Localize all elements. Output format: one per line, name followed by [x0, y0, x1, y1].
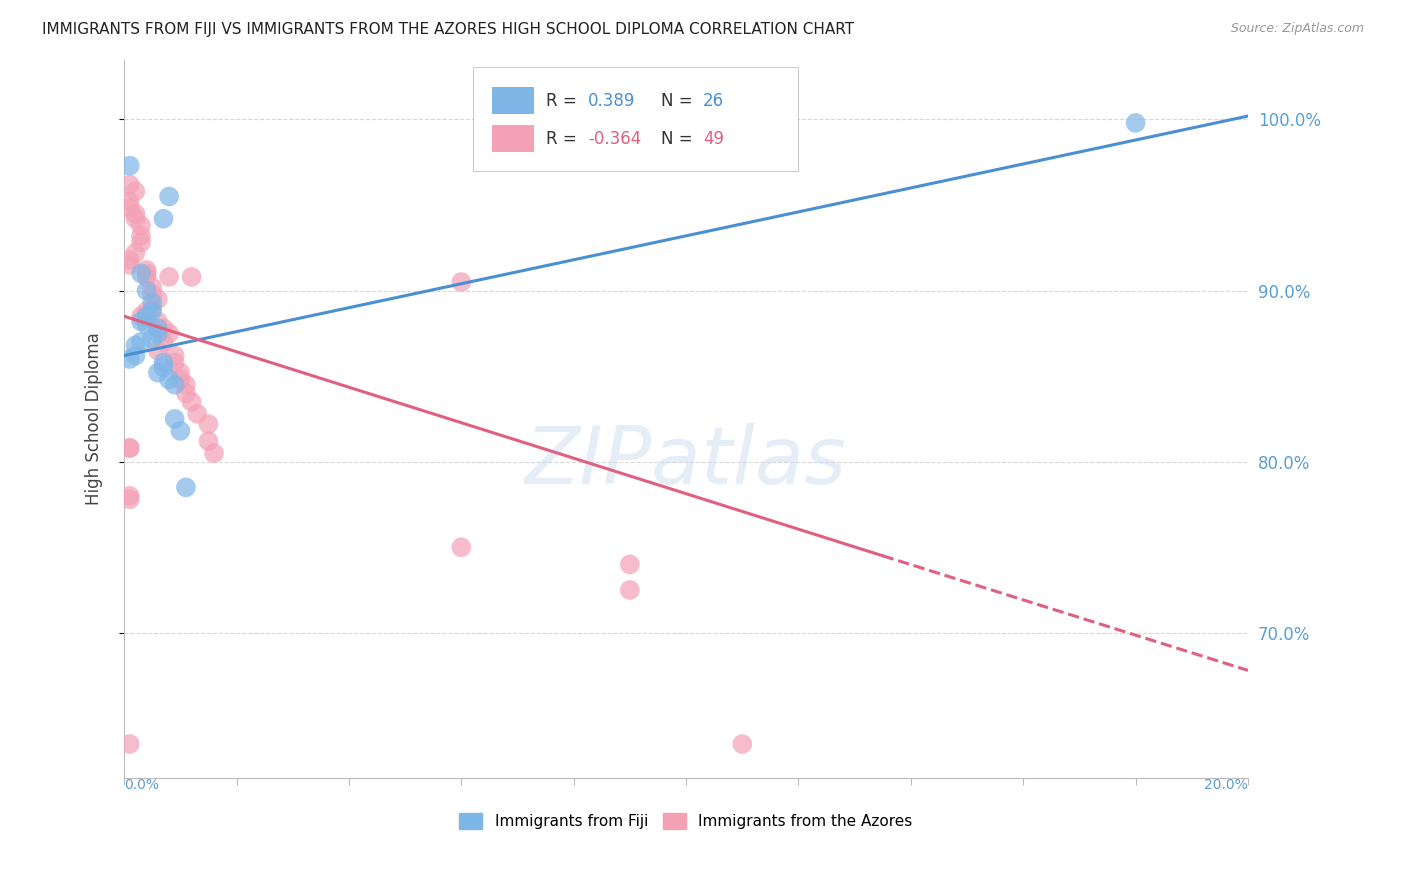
- Point: [118, 492, 141, 507]
- Point: [146, 314, 169, 328]
- Text: N =: N =: [661, 129, 699, 148]
- Point: [157, 189, 180, 203]
- Point: [129, 334, 152, 349]
- Point: [141, 331, 163, 345]
- Point: [146, 343, 169, 358]
- Point: [135, 269, 157, 284]
- Point: [141, 287, 163, 301]
- Text: 0.389: 0.389: [588, 92, 636, 110]
- Point: [124, 206, 146, 220]
- Point: [118, 441, 141, 455]
- Point: [141, 295, 163, 310]
- Point: [141, 280, 163, 294]
- Point: [129, 314, 152, 328]
- Legend: Immigrants from Fiji, Immigrants from the Azores: Immigrants from Fiji, Immigrants from th…: [453, 807, 918, 835]
- Y-axis label: High School Diploma: High School Diploma: [86, 333, 103, 505]
- Point: [163, 355, 186, 369]
- Point: [124, 246, 146, 260]
- Text: IMMIGRANTS FROM FIJI VS IMMIGRANTS FROM THE AZORES HIGH SCHOOL DIPLOMA CORRELATI: IMMIGRANTS FROM FIJI VS IMMIGRANTS FROM …: [42, 22, 855, 37]
- Point: [152, 334, 174, 349]
- Point: [1125, 116, 1147, 130]
- Point: [129, 310, 152, 324]
- Point: [118, 194, 141, 209]
- Point: [118, 489, 141, 503]
- Point: [135, 284, 157, 298]
- Point: [152, 211, 174, 226]
- Point: [118, 351, 141, 366]
- Point: [169, 366, 191, 380]
- Point: [124, 185, 146, 199]
- Text: Source: ZipAtlas.com: Source: ZipAtlas.com: [1230, 22, 1364, 36]
- Text: 49: 49: [703, 129, 724, 148]
- Text: -0.364: -0.364: [588, 129, 641, 148]
- Point: [174, 480, 197, 494]
- Point: [202, 446, 225, 460]
- Point: [141, 301, 163, 315]
- Point: [135, 318, 157, 332]
- Point: [450, 540, 472, 554]
- Text: 0.0%: 0.0%: [124, 778, 159, 792]
- Point: [619, 582, 641, 597]
- FancyBboxPatch shape: [472, 67, 799, 171]
- Point: [163, 377, 186, 392]
- Point: [152, 355, 174, 369]
- Point: [174, 386, 197, 401]
- Text: N =: N =: [661, 92, 699, 110]
- Point: [129, 219, 152, 233]
- FancyBboxPatch shape: [492, 87, 534, 114]
- Point: [731, 737, 754, 751]
- Point: [152, 360, 174, 375]
- Point: [135, 304, 157, 318]
- Point: [197, 417, 219, 431]
- Point: [619, 558, 641, 572]
- Point: [141, 304, 163, 318]
- Point: [124, 349, 146, 363]
- Point: [118, 737, 141, 751]
- Point: [135, 310, 157, 324]
- Point: [450, 275, 472, 289]
- Point: [186, 407, 208, 421]
- Text: R =: R =: [546, 129, 582, 148]
- Point: [118, 202, 141, 216]
- Point: [118, 258, 141, 272]
- FancyBboxPatch shape: [492, 125, 534, 153]
- Point: [124, 338, 146, 352]
- Point: [180, 269, 202, 284]
- Point: [157, 269, 180, 284]
- Point: [152, 321, 174, 335]
- Point: [118, 252, 141, 267]
- Text: ZIPatlas: ZIPatlas: [524, 423, 848, 501]
- Point: [146, 326, 169, 341]
- Text: R =: R =: [546, 92, 582, 110]
- Point: [135, 263, 157, 277]
- Point: [146, 292, 169, 306]
- Point: [169, 373, 191, 387]
- Point: [157, 373, 180, 387]
- Point: [180, 394, 202, 409]
- Point: [163, 349, 186, 363]
- Point: [118, 159, 141, 173]
- Point: [129, 228, 152, 243]
- Point: [169, 424, 191, 438]
- Point: [118, 441, 141, 455]
- Point: [129, 235, 152, 250]
- Text: 20.0%: 20.0%: [1204, 778, 1249, 792]
- Point: [146, 321, 169, 335]
- Point: [124, 211, 146, 226]
- Point: [135, 267, 157, 281]
- Text: 26: 26: [703, 92, 724, 110]
- Point: [129, 267, 152, 281]
- Point: [118, 178, 141, 192]
- Point: [157, 326, 180, 341]
- Point: [174, 377, 197, 392]
- Point: [197, 434, 219, 449]
- Point: [146, 366, 169, 380]
- Point: [163, 412, 186, 426]
